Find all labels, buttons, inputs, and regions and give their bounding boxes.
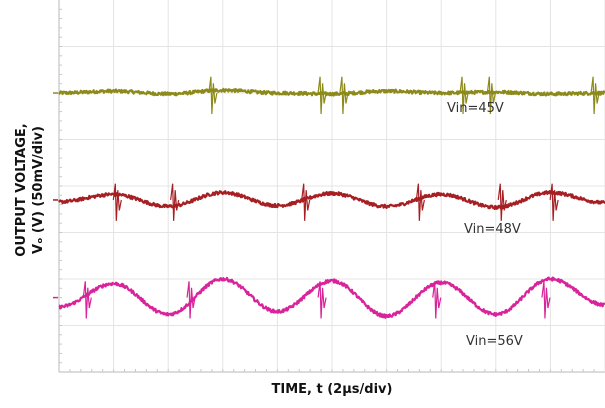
x-axis-label: TIME, t (2µs/div) xyxy=(271,382,393,397)
switching-spike xyxy=(186,281,196,319)
switching-spike xyxy=(497,183,507,221)
traces xyxy=(53,76,605,319)
switching-spike xyxy=(112,183,122,221)
switching-spike xyxy=(82,281,92,319)
y-axis-label-line1: OUTPUT VOLTAGE, xyxy=(14,123,29,257)
switching-spike xyxy=(432,281,442,319)
switching-spike xyxy=(486,76,496,114)
switching-spike xyxy=(415,183,425,221)
trace-2 xyxy=(58,190,605,210)
annotation-label: Vin=45V xyxy=(447,101,504,116)
switching-spike xyxy=(170,183,180,221)
switching-spike xyxy=(541,281,551,319)
switching-spike xyxy=(590,76,600,114)
y-axis-label-line2: Vₒ (V) (50mV/div) xyxy=(31,126,46,254)
switching-spike xyxy=(301,183,311,221)
switching-spike xyxy=(459,76,469,114)
annotations: Vin=45V Vin=48V Vin=56V xyxy=(447,101,523,349)
switching-spike xyxy=(208,76,218,114)
switching-spike xyxy=(317,76,327,114)
trace-3 xyxy=(58,276,605,319)
switching-spike xyxy=(317,281,327,319)
annotation-label: Vin=48V xyxy=(464,222,521,237)
switching-spike xyxy=(339,76,349,114)
annotation-label: Vin=56V xyxy=(466,334,523,349)
trace-1 xyxy=(58,87,605,97)
switching-spike xyxy=(549,183,559,221)
grid xyxy=(58,0,605,373)
